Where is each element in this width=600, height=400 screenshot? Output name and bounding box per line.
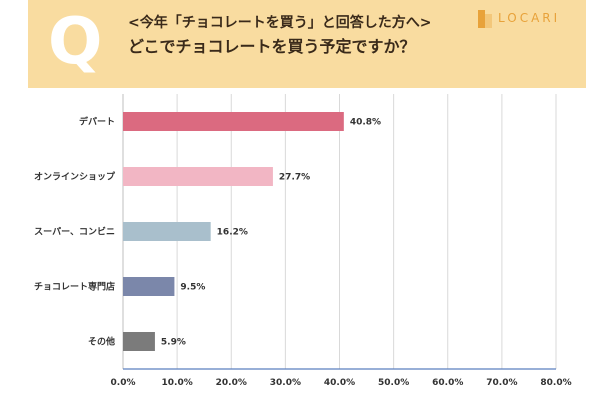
category-label: オンラインショップ	[34, 171, 116, 183]
x-tick-label: 20.0%	[216, 378, 247, 388]
value-label: 40.8%	[350, 118, 381, 128]
logo-text: LOCARI	[498, 11, 561, 25]
category-label: その他	[88, 336, 115, 348]
x-tick-label: 0.0%	[111, 378, 136, 388]
bar	[123, 222, 211, 241]
category-label: スーパー、コンビニ	[34, 226, 115, 238]
value-label: 5.9%	[161, 338, 186, 348]
x-tick-label: 60.0%	[432, 378, 463, 388]
q-badge: Q	[48, 5, 103, 79]
logo-icon	[478, 10, 492, 28]
x-tick-label: 10.0%	[162, 378, 193, 388]
header-banner: Q <今年「チョコレートを買う」と回答した方へ> どこでチョコレートを買う予定で…	[28, 0, 586, 88]
x-tick-label: 30.0%	[270, 378, 301, 388]
x-tick-label: 80.0%	[540, 378, 571, 388]
value-label: 16.2%	[217, 228, 248, 238]
question-title: どこでチョコレートを買う予定ですか？	[128, 37, 416, 56]
category-label: チョコレート専門店	[34, 281, 115, 293]
question-subtitle: <今年「チョコレートを買う」と回答した方へ>	[128, 15, 432, 31]
x-tick-label: 50.0%	[378, 378, 409, 388]
bar	[123, 112, 344, 131]
bar-chart: 0.0% 10.0% 20.0% 30.0% 40.0% 50.0% 60.0% 70.0% 8…	[34, 94, 572, 388]
bar	[123, 332, 155, 351]
bar	[123, 277, 175, 296]
category-label: デパート	[79, 116, 115, 128]
value-label: 9.5%	[180, 283, 205, 293]
x-tick-label: 70.0%	[486, 378, 517, 388]
value-label: 27.7%	[279, 173, 310, 183]
x-tick-label: 40.0%	[324, 378, 355, 388]
bar	[123, 167, 273, 186]
